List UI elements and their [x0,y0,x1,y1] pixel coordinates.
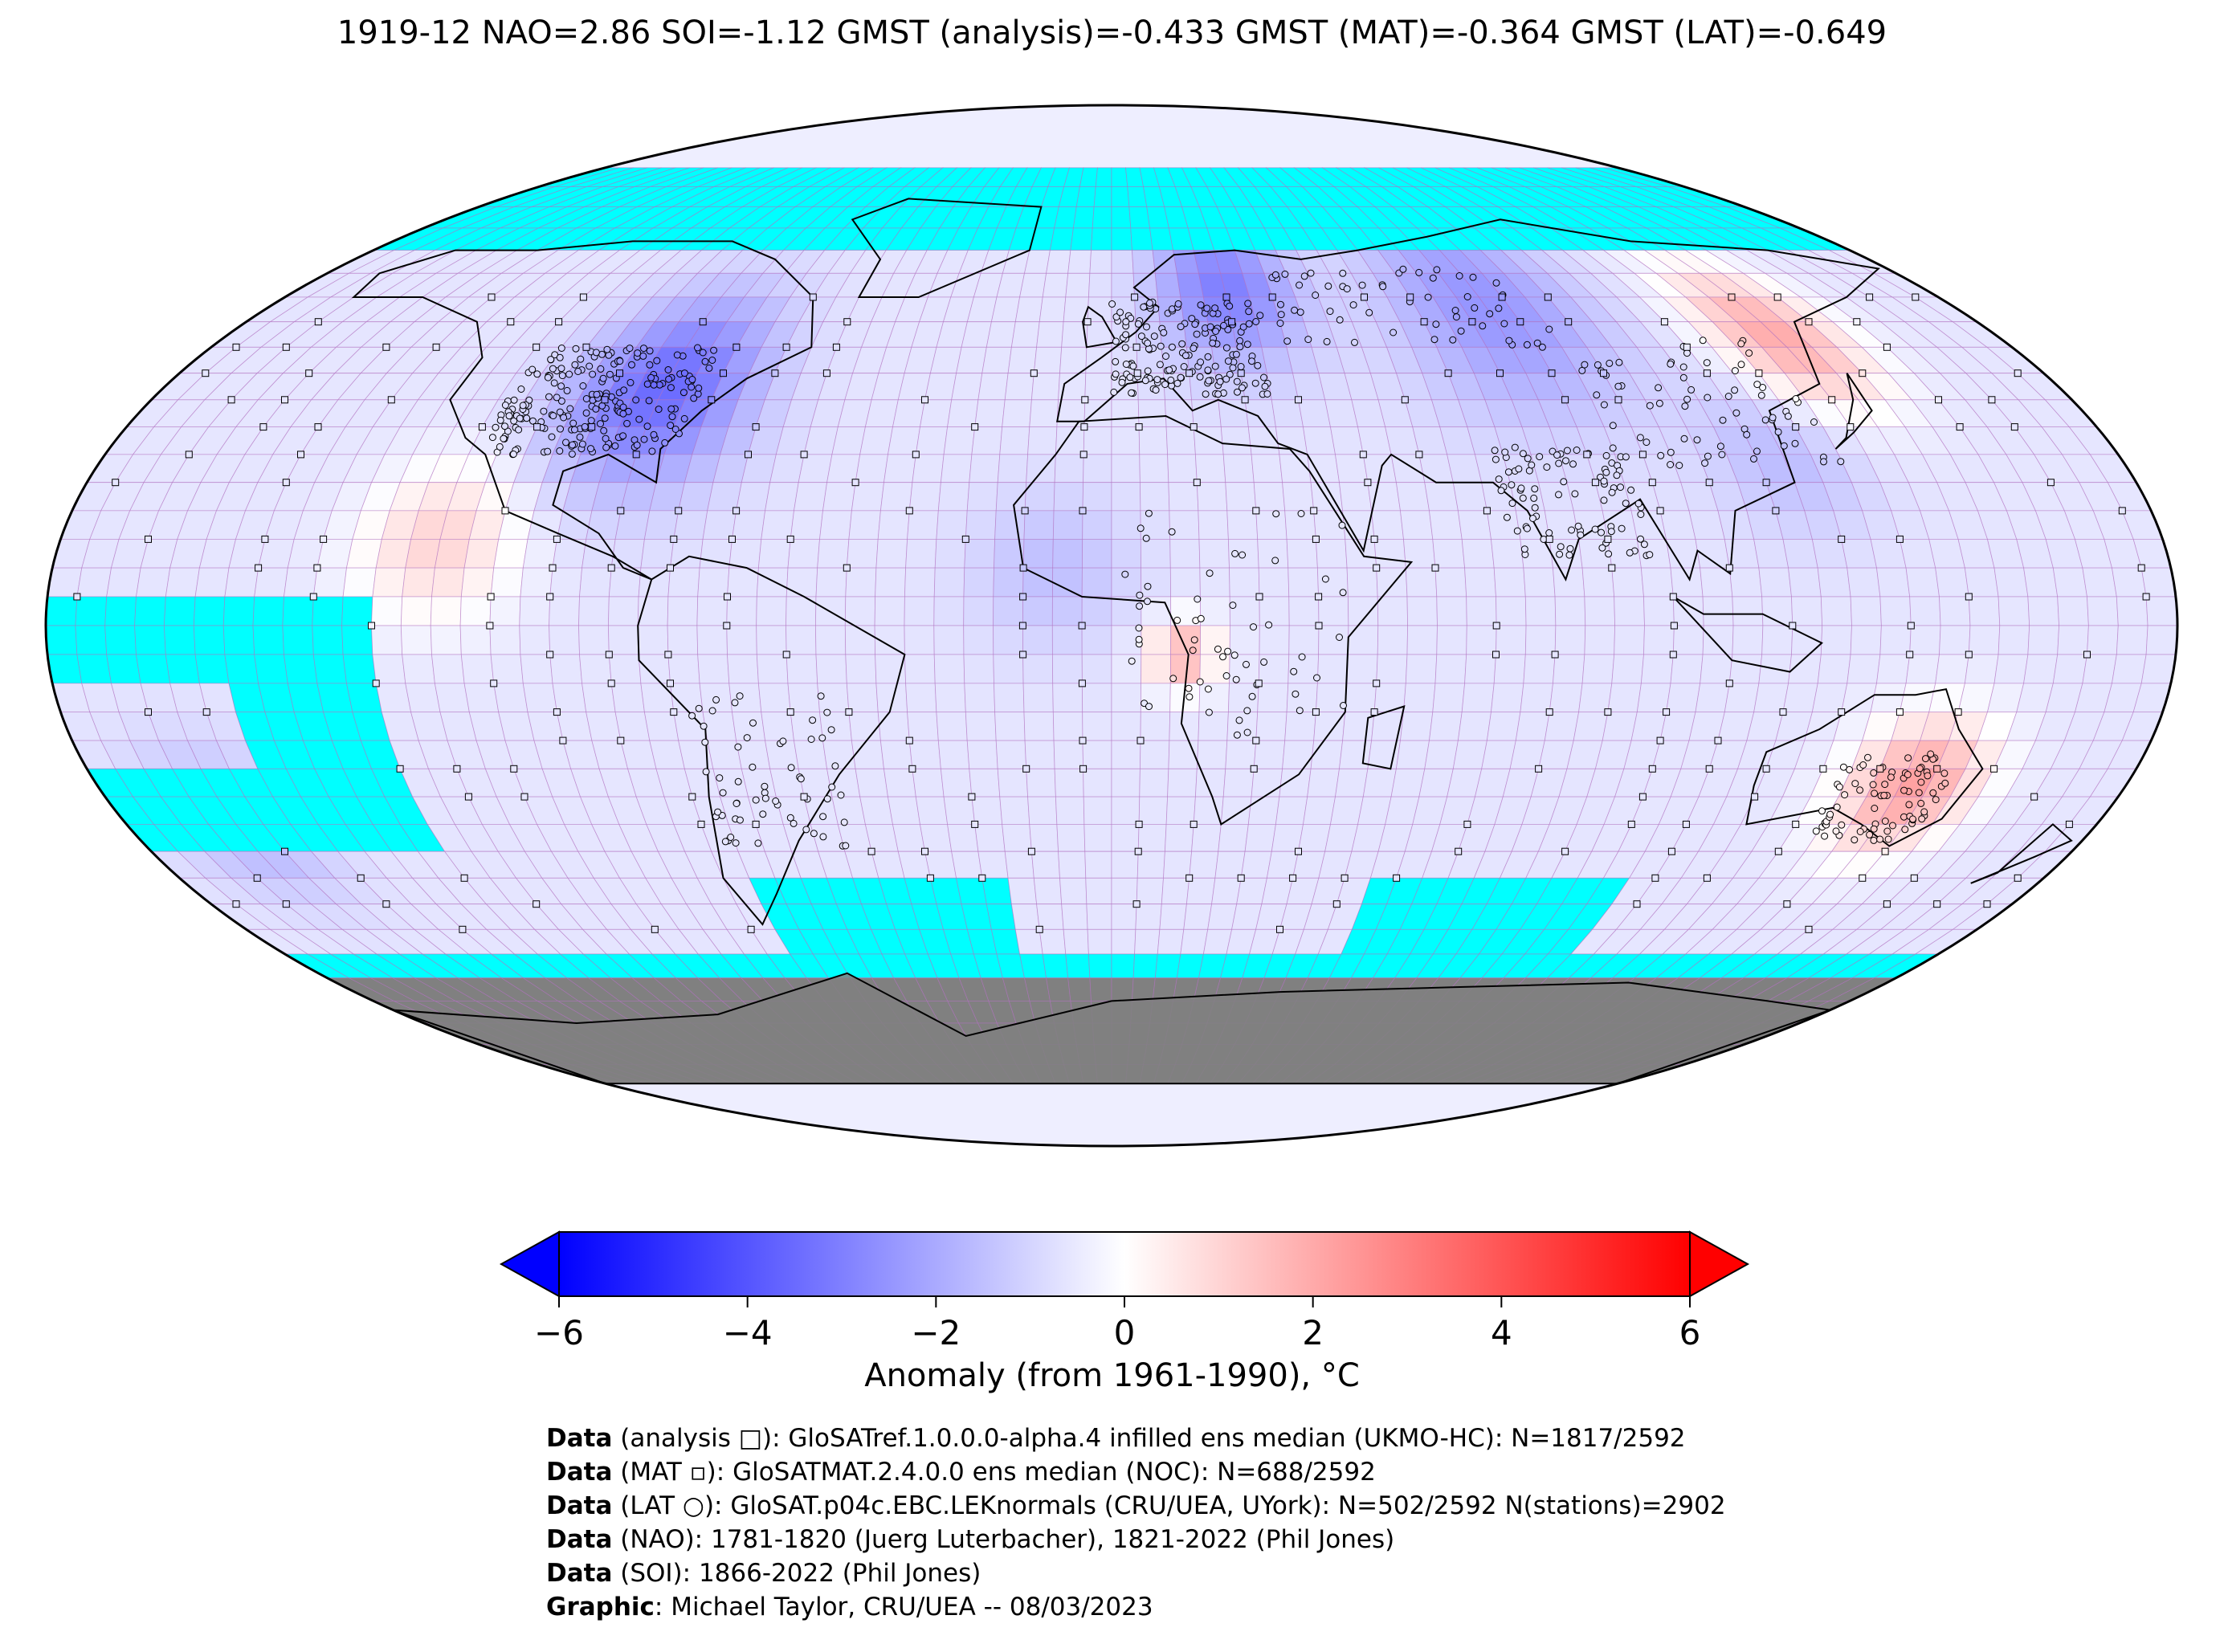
credit-head: Data [546,1458,613,1487]
colorbar-tick-label: −6 [534,1313,584,1352]
colorbar-max-extension [1689,1230,1750,1298]
colorbar-label: Anomaly (from 1961-1990), °C [864,1357,1360,1394]
credit-line: Data (analysis □): GloSATref.1.0.0.0-alp… [546,1422,1726,1455]
credit-line: Data (NAO): 1781-1820 (Juerg Luterbacher… [546,1523,1726,1556]
anomaly-grid-cells [46,167,2177,1084]
colorbar-tick-label: −2 [911,1313,961,1352]
colorbar-tick-label: 2 [1302,1313,1324,1352]
credit-line: Data (MAT ▫): GloSATMAT.2.4.0.0 ens medi… [546,1455,1726,1489]
credit-head: Graphic [546,1593,655,1621]
credit-line: Data (LAT ○): GloSAT.p04c.EBC.LEKnormals… [546,1489,1726,1523]
colorbar-ticks: −6 −4 −2 0 2 4 6 [534,1296,1700,1352]
credit-line: Graphic: Michael Taylor, CRU/UEA -- 08/0… [546,1590,1726,1624]
colorbar-tick-label: 0 [1114,1313,1136,1352]
world-map [44,104,2179,1148]
credit-line: Data (SOI): 1866-2022 (Phil Jones) [546,1556,1726,1590]
credit-text: (analysis □): GloSATref.1.0.0.0-alpha.4 … [612,1424,1686,1453]
colorbar-tick-label: 4 [1491,1313,1512,1352]
map-title: 1919-12 NAO=2.86 SOI=-1.12 GMST (analysi… [337,14,1887,51]
colorbar-min-extension [499,1230,560,1298]
credit-text: (SOI): 1866-2022 (Phil Jones) [612,1559,981,1588]
credit-head: Data [546,1424,613,1453]
colorbar-tick-label: 6 [1679,1313,1701,1352]
credit-text: (NAO): 1781-1820 (Juerg Luterbacher), 18… [612,1525,1395,1554]
colorbar-gradient [558,1231,1691,1297]
credit-head: Data [546,1559,613,1588]
colorbar-tick-label: −4 [723,1313,773,1352]
data-credits: Data (analysis □): GloSATref.1.0.0.0-alp… [546,1422,1726,1624]
credit-head: Data [546,1491,613,1520]
credit-text: (LAT ○): GloSAT.p04c.EBC.LEKnormals (CRU… [612,1491,1726,1520]
credit-text: : Michael Taylor, CRU/UEA -- 08/03/2023 [654,1593,1153,1621]
credit-head: Data [546,1525,613,1554]
credit-text: (MAT ▫): GloSATMAT.2.4.0.0 ens median (N… [612,1458,1376,1487]
